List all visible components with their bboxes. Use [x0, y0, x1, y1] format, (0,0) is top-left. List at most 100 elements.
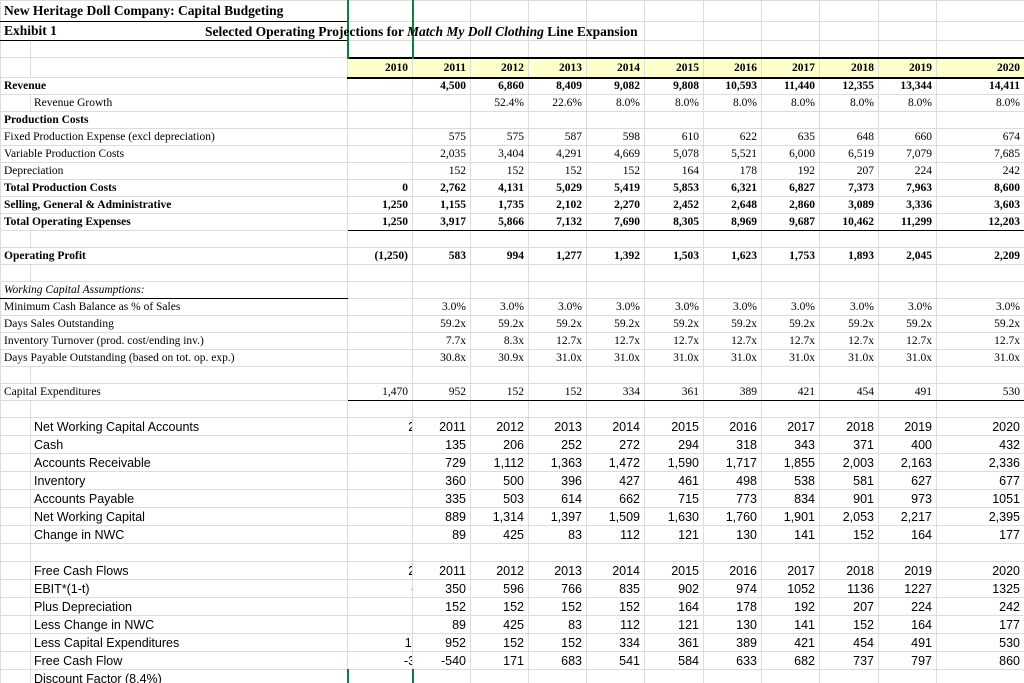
row-label-cell[interactable]: Total Production Costs: [0, 179, 348, 197]
cell-value[interactable]: 31.0x: [644, 349, 704, 367]
cell-value[interactable]: 800: [347, 525, 413, 544]
cell-value[interactable]: 454: [819, 383, 879, 401]
cell-empty[interactable]: [0, 489, 31, 508]
cell-value[interactable]: 1,155: [412, 196, 471, 214]
cell-value[interactable]: 2017: [761, 561, 820, 580]
row-label-cell[interactable]: Capital Expenditures: [0, 383, 348, 401]
cell-value[interactable]: 152: [528, 162, 587, 180]
cell-value[interactable]: [470, 264, 529, 282]
cell-value[interactable]: 3,917: [412, 213, 471, 231]
cell-value[interactable]: 3.0%: [936, 298, 1024, 316]
cell-value[interactable]: 614: [528, 489, 587, 508]
cell-value[interactable]: [703, 366, 762, 384]
year-header-cell[interactable]: 2012: [470, 56, 529, 79]
cell-value[interactable]: 432: [936, 435, 1024, 454]
cell-value[interactable]: 902: [644, 579, 704, 598]
cell-value[interactable]: 2015: [644, 417, 704, 436]
cell-value[interactable]: 1,470: [347, 383, 413, 401]
year-header-cell[interactable]: 2013: [528, 56, 587, 79]
cell-value[interactable]: 334: [586, 633, 645, 652]
cell-value[interactable]: 2012: [470, 561, 529, 580]
cell-empty[interactable]: [0, 400, 31, 418]
cell-value[interactable]: 12.7x: [936, 332, 1024, 350]
row-label-cell[interactable]: Less Capital Expenditures: [30, 633, 348, 652]
cell-value[interactable]: 834: [761, 489, 820, 508]
cell-value[interactable]: 89: [412, 525, 471, 544]
cell-value[interactable]: 8,409: [528, 77, 587, 95]
cell-value[interactable]: [878, 230, 937, 248]
cell-value[interactable]: [703, 543, 762, 562]
row-label-cell[interactable]: Selling, General & Administrative: [0, 196, 348, 214]
row-label-cell[interactable]: Operating Profit: [0, 247, 348, 265]
cell-value[interactable]: 3,404: [470, 145, 529, 163]
cell-value[interactable]: [347, 77, 413, 95]
cell-value[interactable]: 4,669: [586, 145, 645, 163]
row-label-cell[interactable]: Inventory Turnover (prod. cost/ending in…: [0, 332, 348, 350]
cell-value[interactable]: 12.7x: [878, 332, 937, 350]
cell-value[interactable]: [528, 230, 587, 248]
cell-value[interactable]: 0: [347, 179, 413, 197]
cell-value[interactable]: [347, 230, 413, 248]
cell-value[interactable]: [412, 40, 471, 58]
cell-value[interactable]: 152: [412, 162, 471, 180]
cell-value[interactable]: 206: [470, 435, 529, 454]
cell-value[interactable]: [470, 0, 529, 22]
cell-value[interactable]: [761, 264, 820, 282]
cell-value[interactable]: 12.7x: [528, 332, 587, 350]
cell-value[interactable]: 3.0%: [586, 298, 645, 316]
cell-value[interactable]: 178: [703, 162, 762, 180]
cell-value[interactable]: 1,250: [347, 196, 413, 214]
cell-empty[interactable]: [30, 40, 348, 58]
cell-value[interactable]: 89: [412, 615, 471, 634]
cell-value[interactable]: [347, 349, 413, 367]
cell-value[interactable]: [412, 400, 471, 418]
cell-value[interactable]: 59.2x: [586, 315, 645, 333]
cell-value[interactable]: [936, 0, 1024, 22]
cell-value[interactable]: [878, 281, 937, 299]
cell-value[interactable]: 8,305: [644, 213, 704, 231]
cell-value[interactable]: 83: [528, 615, 587, 634]
cell-value[interactable]: 171: [470, 651, 529, 670]
row-label-cell[interactable]: Total Operating Expenses: [0, 213, 348, 231]
cell-value[interactable]: [819, 366, 879, 384]
cell-value[interactable]: 224: [878, 162, 937, 180]
cell-value[interactable]: 503: [470, 489, 529, 508]
cell-value[interactable]: 207: [819, 162, 879, 180]
row-label-cell[interactable]: Variable Production Costs: [0, 145, 348, 163]
cell-value[interactable]: 541: [586, 651, 645, 670]
cell-empty[interactable]: [0, 543, 31, 562]
cell-value[interactable]: 2010: [347, 417, 413, 436]
cell-value[interactable]: [346, 0, 414, 22]
cell-value[interactable]: 6,860: [470, 77, 529, 95]
cell-value[interactable]: 737: [819, 651, 879, 670]
cell-value[interactable]: 2,452: [644, 196, 704, 214]
cell-value[interactable]: 121: [644, 615, 704, 634]
cell-value[interactable]: [703, 111, 762, 129]
cell-value[interactable]: [347, 111, 413, 129]
cell-value[interactable]: [703, 264, 762, 282]
cell-value[interactable]: 8.0%: [586, 94, 645, 112]
cell-value[interactable]: 10,593: [703, 77, 762, 95]
cell-value[interactable]: 952: [412, 633, 471, 652]
cell-value[interactable]: 9,808: [644, 77, 704, 95]
row-label-cell[interactable]: Plus Depreciation: [30, 597, 348, 616]
cell-value[interactable]: 530: [936, 633, 1024, 652]
cell-value[interactable]: 207: [819, 597, 879, 616]
cell-value[interactable]: [936, 111, 1024, 129]
cell-value[interactable]: 14,411: [936, 77, 1024, 95]
cell-value[interactable]: 152: [819, 615, 879, 634]
cell-value[interactable]: 8.0%: [819, 94, 879, 112]
cell-value[interactable]: [470, 40, 529, 58]
cell-value[interactable]: 2018: [819, 561, 879, 580]
cell-value[interactable]: 2019: [878, 417, 937, 436]
cell-value[interactable]: 1,503: [644, 247, 704, 265]
cell-value[interactable]: 59.2x: [819, 315, 879, 333]
cell-value[interactable]: 1,112: [470, 453, 529, 472]
cell-value[interactable]: 800: [347, 615, 413, 634]
cell-value[interactable]: 2016: [703, 417, 762, 436]
cell-value[interactable]: [819, 400, 879, 418]
year-header-cell[interactable]: 2010: [347, 56, 413, 79]
cell-empty[interactable]: [0, 669, 31, 683]
cell-value[interactable]: [346, 40, 414, 58]
cell-value[interactable]: 59.2x: [470, 315, 529, 333]
